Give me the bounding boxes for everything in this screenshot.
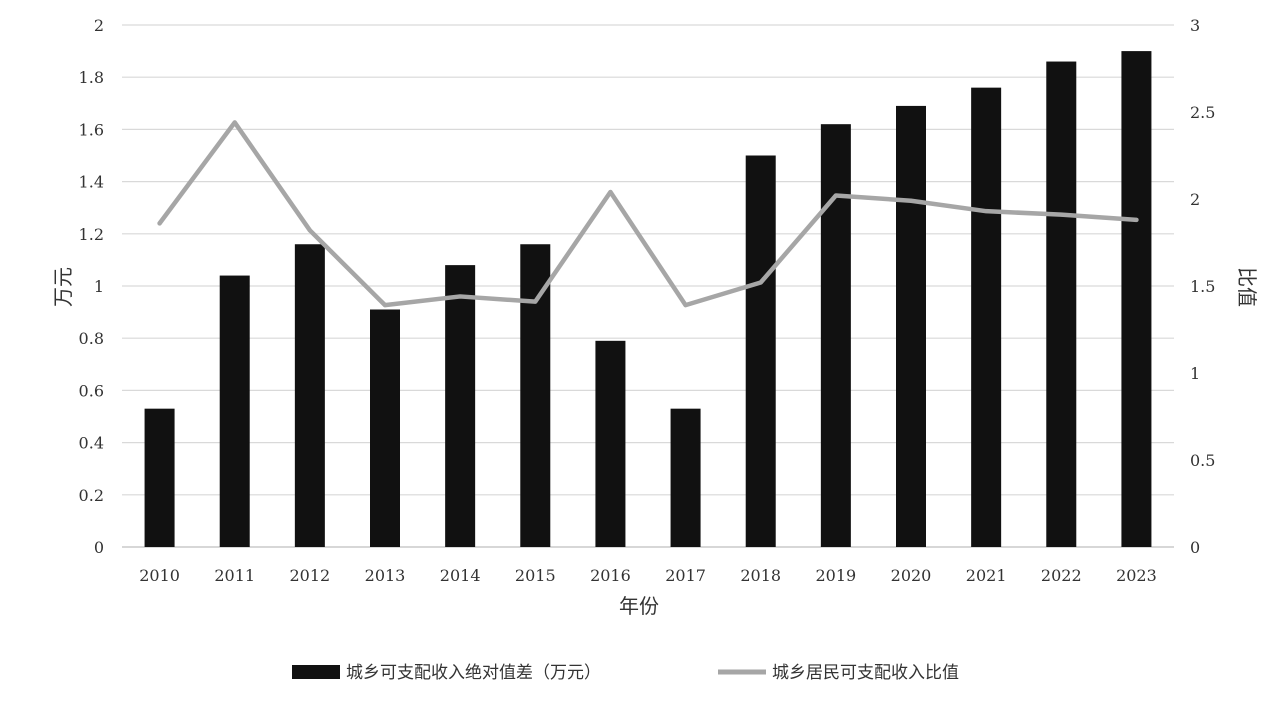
bar bbox=[971, 87, 1002, 547]
bar bbox=[294, 244, 325, 548]
y-tick-label: 2 bbox=[94, 16, 104, 35]
x-tick-label: 2017 bbox=[665, 566, 706, 585]
x-tick-label: 2022 bbox=[1041, 566, 1082, 585]
x-tick-label: 2010 bbox=[139, 566, 180, 585]
x-tick-label: 2013 bbox=[365, 566, 406, 585]
y2-tick-label: 3 bbox=[1190, 16, 1200, 35]
line-point bbox=[909, 198, 913, 203]
bar bbox=[820, 124, 851, 548]
legend-bar-label: 城乡可支配收入绝对值差（万元） bbox=[346, 663, 601, 683]
y2-tick-label: 1 bbox=[1190, 364, 1200, 383]
bar bbox=[219, 275, 250, 547]
x-tick-label: 2018 bbox=[740, 566, 781, 585]
y-axis-left-ticks: 0 0.2 0.4 0.6 0.8 1 1.2 1.4 1.6 1.8 2 bbox=[79, 16, 104, 557]
x-tick-label: 2011 bbox=[214, 566, 255, 585]
y-tick-label: 0.2 bbox=[79, 486, 104, 505]
x-tick-label: 2016 bbox=[590, 566, 631, 585]
line-series bbox=[157, 120, 1139, 308]
gridlines bbox=[122, 24, 1174, 548]
y-tick-label: 0.6 bbox=[79, 381, 104, 400]
legend-line-label: 城乡居民可支配收入比值 bbox=[772, 663, 959, 683]
bar bbox=[520, 244, 551, 548]
y-tick-label: 1 bbox=[94, 277, 104, 296]
bar bbox=[595, 340, 626, 547]
line-point bbox=[533, 299, 538, 304]
x-tick-label: 2014 bbox=[440, 566, 481, 585]
y2-tick-label: 0 bbox=[1190, 538, 1200, 557]
line-point bbox=[232, 120, 237, 125]
x-tick-label: 2021 bbox=[966, 566, 1007, 585]
x-axis-title: 年份 bbox=[619, 594, 659, 618]
y-axis-right-title: 比值 bbox=[1235, 267, 1259, 307]
line-point bbox=[1059, 212, 1064, 217]
x-tick-label: 2020 bbox=[891, 566, 932, 585]
line-point bbox=[157, 221, 162, 226]
bar bbox=[144, 408, 175, 547]
y-tick-label: 0.4 bbox=[79, 434, 104, 453]
bar bbox=[370, 309, 400, 547]
x-tick-label: 2019 bbox=[815, 566, 856, 585]
y2-tick-label: 2 bbox=[1190, 190, 1200, 209]
y-tick-label: 1.4 bbox=[79, 173, 104, 192]
legend-bar-swatch bbox=[292, 665, 340, 679]
bar bbox=[745, 155, 776, 547]
line-point bbox=[383, 303, 387, 308]
y2-tick-label: 2.5 bbox=[1190, 103, 1215, 122]
line-point bbox=[307, 228, 312, 233]
line-point bbox=[683, 303, 688, 308]
line-point bbox=[984, 209, 989, 214]
x-tick-label: 2015 bbox=[515, 566, 556, 585]
bar bbox=[670, 408, 701, 547]
x-axis-ticks: 2010 2011 2012 2013 2014 2015 2016 2017 2018 2019… bbox=[139, 566, 1157, 585]
legend: 城乡可支配收入绝对值差（万元） 城乡居民可支配收入比值 bbox=[292, 663, 959, 683]
y-tick-label: 1.8 bbox=[79, 68, 104, 87]
ratio-line bbox=[157, 120, 1139, 308]
line-point bbox=[833, 193, 838, 198]
x-tick-label: 2012 bbox=[289, 566, 330, 585]
line-point bbox=[1134, 217, 1139, 222]
bar bbox=[1121, 51, 1152, 547]
y-axis-right-ticks: 0 0.5 1 1.5 2 2.5 3 bbox=[1190, 16, 1215, 557]
y-tick-label: 1.2 bbox=[79, 225, 104, 244]
x-tick-label: 2023 bbox=[1116, 566, 1157, 585]
y-tick-label: 0.8 bbox=[79, 329, 104, 348]
y2-tick-label: 1.5 bbox=[1190, 277, 1215, 296]
y2-tick-label: 0.5 bbox=[1190, 451, 1215, 470]
bar bbox=[896, 105, 926, 547]
y-tick-label: 0 bbox=[94, 538, 104, 557]
bar bbox=[445, 265, 476, 547]
line-point bbox=[458, 294, 463, 299]
bar bbox=[1046, 61, 1077, 547]
y-tick-label: 1.6 bbox=[79, 120, 104, 139]
y-axis-left-title: 万元 bbox=[51, 267, 75, 307]
bar-series bbox=[144, 51, 1152, 548]
line-point bbox=[608, 190, 613, 195]
line-point bbox=[758, 280, 763, 285]
